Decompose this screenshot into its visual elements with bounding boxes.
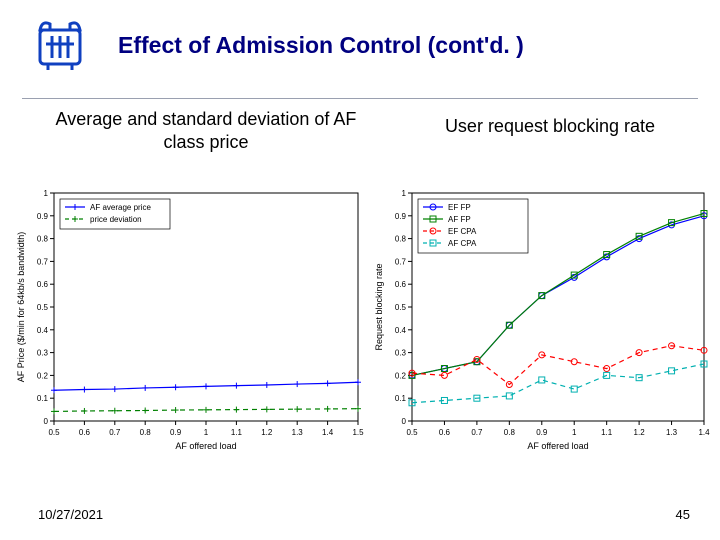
svg-text:1.4: 1.4 — [698, 428, 710, 437]
svg-text:0.5: 0.5 — [395, 303, 407, 312]
footer-page: 45 — [676, 507, 690, 522]
svg-text:0.9: 0.9 — [536, 428, 548, 437]
svg-text:0.8: 0.8 — [504, 428, 516, 437]
svg-text:0.7: 0.7 — [395, 257, 407, 266]
svg-text:0.9: 0.9 — [170, 428, 182, 437]
svg-text:0.7: 0.7 — [471, 428, 483, 437]
svg-text:AF CPA: AF CPA — [448, 239, 477, 248]
svg-text:0.5: 0.5 — [48, 428, 60, 437]
svg-text:0.2: 0.2 — [37, 371, 49, 380]
svg-text:1: 1 — [402, 189, 407, 198]
subtitle-left: Average and standard deviation of AF cla… — [36, 108, 376, 153]
svg-text:0: 0 — [44, 417, 49, 426]
footer-date: 10/27/2021 — [38, 507, 103, 522]
subtitle-right: User request blocking rate — [410, 116, 690, 137]
svg-text:0.9: 0.9 — [395, 212, 407, 221]
svg-text:EF FP: EF FP — [448, 203, 471, 212]
svg-text:1.4: 1.4 — [322, 428, 334, 437]
svg-text:0.3: 0.3 — [37, 349, 49, 358]
svg-text:AF FP: AF FP — [448, 215, 471, 224]
header: Effect of Admission Control (cont'd. ) — [0, 12, 720, 80]
svg-text:EF CPA: EF CPA — [448, 227, 477, 236]
svg-text:0.1: 0.1 — [37, 394, 49, 403]
chart-af-price: 0.5 0.6 0.7 0.8 0.9 1 1.1 1.2 1.3 1.4 1.5 0 0.1 0.2 0.… — [14, 185, 366, 455]
svg-text:0.6: 0.6 — [37, 280, 49, 289]
svg-text:1.3: 1.3 — [666, 428, 678, 437]
svg-text:0.6: 0.6 — [395, 280, 407, 289]
svg-text:0.2: 0.2 — [395, 371, 407, 380]
svg-text:1.5: 1.5 — [352, 428, 364, 437]
svg-text:AF Price ($/min for 64kb/s ban: AF Price ($/min for 64kb/s bandwidth) — [16, 232, 26, 383]
svg-text:0.7: 0.7 — [109, 428, 121, 437]
svg-text:1: 1 — [44, 189, 49, 198]
header-rule — [22, 98, 698, 99]
svg-text:0.7: 0.7 — [37, 257, 49, 266]
svg-text:AF offered load: AF offered load — [175, 441, 236, 451]
svg-text:1: 1 — [204, 428, 209, 437]
svg-text:0.6: 0.6 — [79, 428, 91, 437]
subtitle-row: Average and standard deviation of AF cla… — [0, 108, 720, 168]
svg-text:0.5: 0.5 — [37, 303, 49, 312]
svg-text:0.1: 0.1 — [395, 394, 407, 403]
svg-text:0.8: 0.8 — [37, 235, 49, 244]
svg-text:0.3: 0.3 — [395, 349, 407, 358]
svg-text:0.6: 0.6 — [439, 428, 451, 437]
svg-text:AF offered load: AF offered load — [527, 441, 588, 451]
chart-blocking-rate: 0.5 0.6 0.7 0.8 0.9 1 1.1 1.2 1.3 1.4 0 0.1 0.2 0.3 0.… — [372, 185, 712, 455]
svg-text:Request blocking rate: Request blocking rate — [374, 263, 384, 350]
logo-icon — [30, 18, 90, 79]
svg-text:1.1: 1.1 — [601, 428, 613, 437]
svg-text:0.9: 0.9 — [37, 212, 49, 221]
svg-text:0.4: 0.4 — [37, 326, 49, 335]
svg-text:1.2: 1.2 — [261, 428, 273, 437]
svg-text:1: 1 — [572, 428, 577, 437]
svg-text:0: 0 — [402, 417, 407, 426]
svg-text:price deviation: price deviation — [90, 215, 142, 224]
slide: Effect of Admission Control (cont'd. ) A… — [0, 0, 720, 540]
svg-text:0.5: 0.5 — [406, 428, 418, 437]
slide-title: Effect of Admission Control (cont'd. ) — [118, 32, 524, 59]
svg-text:0.8: 0.8 — [395, 235, 407, 244]
svg-text:1.2: 1.2 — [634, 428, 646, 437]
svg-text:1.3: 1.3 — [292, 428, 304, 437]
svg-text:1.1: 1.1 — [231, 428, 243, 437]
svg-text:0.8: 0.8 — [140, 428, 152, 437]
svg-text:AF average price: AF average price — [90, 203, 151, 212]
svg-text:0.4: 0.4 — [395, 326, 407, 335]
